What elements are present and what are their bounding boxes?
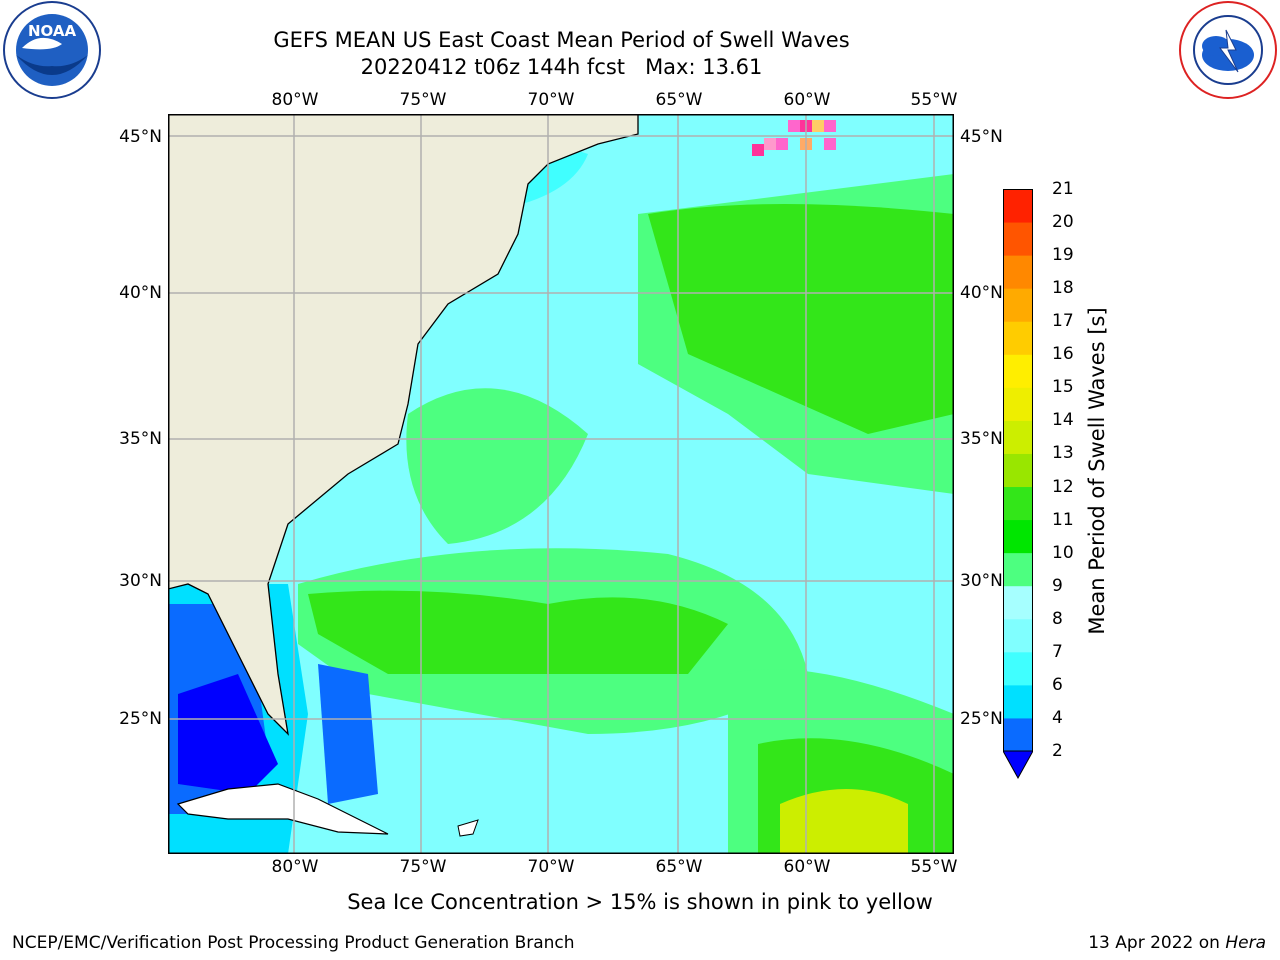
lat-tick-right: 25°N bbox=[960, 709, 1003, 729]
lon-tick-bottom: 55°W bbox=[910, 857, 958, 877]
map-panel bbox=[168, 114, 954, 854]
lon-tick-bottom: 80°W bbox=[271, 857, 319, 877]
lon-tick-bottom: 60°W bbox=[783, 857, 831, 877]
colorbar-tick-label: 20 bbox=[1052, 212, 1074, 233]
colorbar-segment bbox=[1003, 387, 1033, 421]
footer-date: 13 Apr 2022 on Hera bbox=[1088, 933, 1266, 953]
cuba-island bbox=[176, 783, 389, 835]
colorbar-segment bbox=[1003, 651, 1033, 686]
colorbar-segment bbox=[1003, 717, 1033, 752]
colorbar bbox=[1003, 189, 1033, 779]
lon-tick-top: 65°W bbox=[655, 90, 703, 110]
lat-tick-right: 35°N bbox=[960, 429, 1003, 449]
colorbar-frame bbox=[1003, 189, 1033, 752]
colorbar-segment bbox=[1003, 552, 1033, 587]
colorbar-segment bbox=[1003, 684, 1033, 719]
colorbar-tick-label: 14 bbox=[1052, 410, 1074, 431]
chart-subtitle: 20220412 t06z 144h fcst Max: 13.61 bbox=[360, 55, 763, 79]
lon-tick-top: 80°W bbox=[271, 90, 319, 110]
lon-tick-top: 70°W bbox=[527, 90, 575, 110]
colorbar-segment bbox=[1003, 255, 1033, 289]
footer-branch: NCEP/EMC/Verification Post Processing Pr… bbox=[12, 933, 575, 953]
lon-tick-top: 60°W bbox=[783, 90, 831, 110]
lat-tick-right: 45°N bbox=[960, 127, 1003, 147]
lat-tick-left: 45°N bbox=[119, 127, 162, 147]
noaa-logo-icon: NOAA bbox=[3, 1, 101, 99]
colorbar-tick-label: 12 bbox=[1052, 476, 1074, 497]
lat-tick-left: 30°N bbox=[119, 571, 162, 591]
colorbar-tick-label: 18 bbox=[1052, 278, 1074, 299]
colorbar-tick-label: 11 bbox=[1052, 509, 1074, 530]
colorbar-segment bbox=[1003, 354, 1033, 388]
colorbar-tick-label: 15 bbox=[1052, 377, 1074, 398]
colorbar-tick-label: 9 bbox=[1052, 575, 1063, 596]
chart-title: GEFS MEAN US East Coast Mean Period of S… bbox=[273, 28, 850, 52]
swell-field-11s-central bbox=[308, 590, 728, 674]
lat-tick-right: 40°N bbox=[960, 283, 1003, 303]
lat-tick-right: 30°N bbox=[960, 571, 1003, 591]
map-canvas bbox=[168, 114, 954, 854]
graticule bbox=[168, 114, 954, 854]
colorbar-title: Mean Period of Swell Waves [s] bbox=[1085, 307, 1109, 635]
colorbar-tick-label: 16 bbox=[1052, 344, 1074, 365]
colorbar-tick-label: 7 bbox=[1052, 641, 1063, 662]
colorbar-extend-arrow bbox=[1003, 750, 1033, 779]
swell-field-13s-south bbox=[780, 789, 908, 854]
lon-tick-top: 55°W bbox=[910, 90, 958, 110]
noaa-logo-text: NOAA bbox=[28, 22, 77, 40]
map-frame bbox=[168, 114, 954, 854]
swell-field-11s-north bbox=[648, 204, 954, 434]
colorbar-segment bbox=[1003, 453, 1033, 488]
footer-date-text: 13 Apr 2022 on bbox=[1088, 933, 1226, 953]
lon-tick-top: 75°W bbox=[399, 90, 447, 110]
colorbar-segment bbox=[1003, 222, 1033, 256]
colorbar-segment bbox=[1003, 288, 1033, 322]
colorbar-tick-label: 19 bbox=[1052, 245, 1074, 266]
colorbar-segment bbox=[1003, 618, 1033, 653]
lat-tick-left: 25°N bbox=[119, 709, 162, 729]
sea-ice-patches bbox=[752, 120, 836, 156]
colorbar-segment bbox=[1003, 321, 1033, 355]
colorbar-tick-label: 17 bbox=[1052, 311, 1074, 332]
colorbar-segment bbox=[1003, 420, 1033, 454]
swell-field-2s-gulf bbox=[178, 674, 278, 794]
lon-tick-bottom: 65°W bbox=[655, 857, 703, 877]
lat-tick-left: 40°N bbox=[119, 283, 162, 303]
lat-tick-left: 35°N bbox=[119, 429, 162, 449]
colorbar-tick-label: 6 bbox=[1052, 674, 1063, 695]
lon-tick-bottom: 70°W bbox=[527, 857, 575, 877]
colorbar-tick-label: 2 bbox=[1052, 741, 1063, 761]
colorbar-tick-label: 21 bbox=[1052, 179, 1074, 199]
colorbar-segment bbox=[1003, 486, 1033, 521]
north-america-land bbox=[168, 114, 639, 736]
lon-tick-bottom: 75°W bbox=[399, 857, 447, 877]
colorbar-tick-label: 10 bbox=[1052, 542, 1074, 563]
sea-ice-note: Sea Ice Concentration > 15% is shown in … bbox=[347, 890, 933, 914]
colorbar-segment bbox=[1003, 585, 1033, 620]
colorbar-tick-label: 4 bbox=[1052, 707, 1063, 728]
swell-field-4s-bahamas bbox=[318, 664, 378, 804]
colorbar-tick-label: 8 bbox=[1052, 608, 1063, 629]
nws-logo-icon bbox=[1179, 1, 1277, 99]
colorbar-segment bbox=[1003, 519, 1033, 554]
hispaniola-island bbox=[457, 819, 479, 837]
footer-host: Hera bbox=[1225, 933, 1266, 953]
colorbar-tick-label: 13 bbox=[1052, 443, 1074, 464]
swell-field-9s-west bbox=[406, 388, 588, 544]
colorbar-segment bbox=[1003, 189, 1033, 223]
